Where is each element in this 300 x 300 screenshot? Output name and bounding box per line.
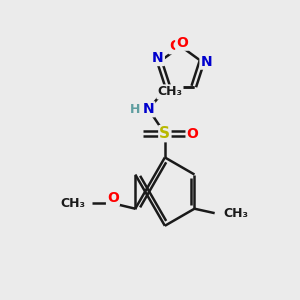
Text: O: O [176,36,188,50]
Text: CH₃: CH₃ [158,85,182,98]
Text: H: H [130,103,140,116]
Text: O: O [107,191,119,205]
Text: O: O [187,127,198,141]
Text: N: N [152,51,164,65]
Text: CH₃: CH₃ [60,197,85,210]
Text: O: O [169,39,181,53]
Text: N: N [200,55,212,69]
Text: CH₃: CH₃ [223,207,248,220]
Text: N: N [143,102,154,116]
Text: S: S [159,126,170,141]
